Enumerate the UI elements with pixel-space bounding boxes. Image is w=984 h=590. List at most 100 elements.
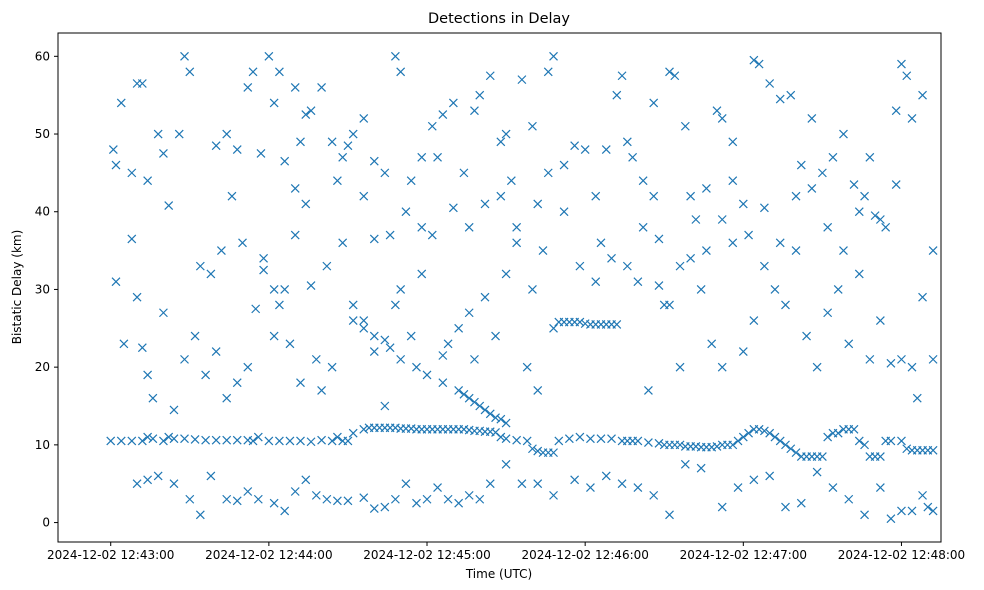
data-point	[781, 502, 790, 512]
data-point	[665, 67, 674, 77]
data-point	[464, 393, 474, 403]
data-point	[464, 308, 474, 318]
data-point	[765, 428, 775, 438]
data-point	[222, 435, 232, 445]
plot-frame	[57, 32, 942, 543]
data-point	[749, 316, 759, 325]
data-point	[680, 121, 690, 131]
data-point	[717, 502, 727, 512]
data-point	[385, 343, 395, 353]
data-point	[438, 110, 448, 120]
data-point	[586, 483, 595, 493]
data-point	[570, 475, 580, 485]
data-point	[823, 222, 833, 232]
data-point	[891, 106, 901, 116]
data-point	[596, 238, 606, 248]
data-point	[417, 269, 427, 279]
y-tick-label: 40	[35, 205, 50, 219]
data-point	[781, 440, 790, 450]
data-point	[512, 238, 522, 248]
data-point	[406, 176, 416, 186]
data-point	[728, 238, 738, 248]
data-point	[422, 370, 432, 380]
data-point	[686, 253, 696, 263]
data-point	[454, 323, 464, 333]
data-point	[159, 149, 168, 158]
data-point	[612, 319, 622, 329]
data-point	[839, 129, 848, 139]
data-point	[359, 323, 369, 333]
data-point	[912, 393, 922, 403]
data-point	[348, 129, 358, 139]
data-point	[712, 106, 722, 116]
data-point	[412, 362, 421, 372]
data-point	[274, 436, 284, 446]
data-point	[807, 114, 817, 123]
data-point	[875, 452, 885, 461]
data-point	[143, 176, 153, 186]
data-point	[211, 347, 221, 357]
data-point	[322, 261, 332, 271]
data-point	[891, 180, 901, 189]
data-point	[222, 129, 232, 139]
data-point	[119, 339, 129, 349]
data-point	[512, 435, 522, 445]
data-point	[306, 281, 316, 290]
data-point	[111, 277, 121, 287]
data-point	[396, 285, 406, 294]
data-point	[897, 354, 906, 364]
data-point	[438, 378, 448, 388]
data-point	[108, 145, 118, 154]
data-point	[654, 281, 664, 290]
data-point	[280, 156, 290, 166]
data-point	[464, 222, 474, 232]
data-point	[554, 436, 564, 446]
data-point	[285, 436, 295, 446]
data-point	[111, 160, 121, 170]
data-point	[728, 137, 738, 147]
data-point	[902, 444, 912, 454]
data-point	[137, 436, 147, 446]
data-point	[317, 386, 327, 395]
data-point	[633, 436, 643, 446]
data-point	[243, 82, 253, 92]
data-point	[744, 428, 754, 438]
data-point	[543, 168, 553, 178]
data-point	[143, 475, 153, 485]
data-point	[274, 67, 284, 77]
data-point	[860, 510, 869, 520]
data-point	[470, 354, 479, 364]
data-point	[759, 261, 769, 271]
x-tick-label: 2024-12-02 12:47:00	[680, 548, 807, 562]
data-point	[285, 339, 295, 349]
data-point	[928, 445, 938, 455]
data-point	[180, 51, 189, 61]
data-point	[923, 502, 933, 512]
data-point	[454, 386, 464, 395]
data-point	[185, 67, 195, 77]
data-point	[649, 98, 659, 108]
data-point	[522, 362, 532, 372]
data-point	[833, 285, 843, 294]
data-point	[622, 137, 632, 147]
data-point	[522, 436, 532, 446]
data-point	[633, 277, 643, 287]
data-point	[253, 432, 263, 442]
data-point	[728, 176, 738, 186]
data-point	[269, 285, 279, 294]
data-point	[222, 393, 232, 403]
data-point	[206, 471, 216, 481]
data-point	[696, 463, 706, 473]
data-point	[359, 424, 369, 434]
data-point	[311, 490, 321, 500]
data-point	[206, 269, 216, 279]
data-point	[380, 168, 390, 178]
data-point	[528, 121, 537, 131]
y-tick-label: 30	[35, 282, 50, 296]
data-point	[185, 494, 195, 504]
data-point	[343, 141, 353, 151]
data-point	[865, 354, 875, 364]
data-point	[786, 90, 796, 100]
data-point	[470, 106, 479, 116]
data-point	[232, 496, 242, 506]
